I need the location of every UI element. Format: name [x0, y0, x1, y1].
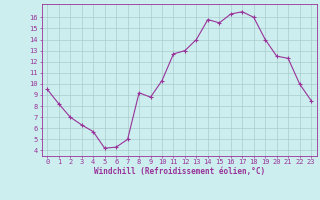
X-axis label: Windchill (Refroidissement éolien,°C): Windchill (Refroidissement éolien,°C): [94, 167, 265, 176]
